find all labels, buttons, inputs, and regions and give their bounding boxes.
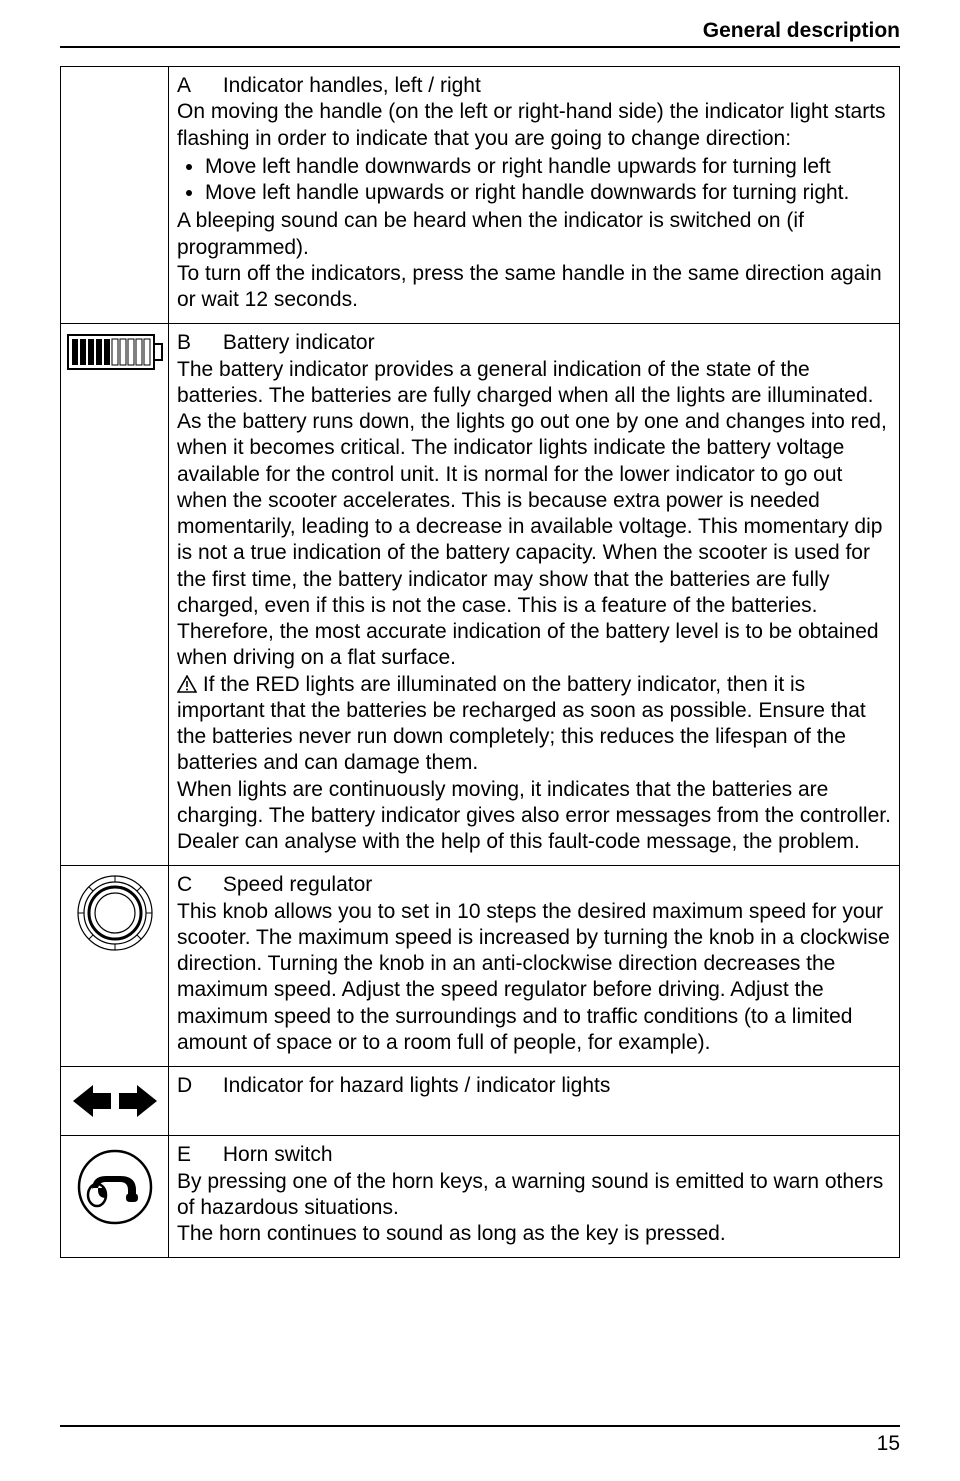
warning-triangle-icon [177, 675, 197, 693]
section-heading: D Indicator for hazard lights / indicato… [177, 1073, 891, 1099]
section-letter: C [177, 872, 217, 898]
section-title: Indicator for hazard lights / indicator … [223, 1074, 611, 1097]
content-cell-a: A Indicator handles, left / right On mov… [169, 67, 900, 324]
section-heading: B Battery indicator [177, 330, 891, 356]
section-heading: E Horn switch [177, 1142, 891, 1168]
footer-rule [60, 1425, 900, 1427]
section-b-p1: The battery indicator provides a general… [177, 357, 891, 672]
section-b-p2: When lights are continuously moving, it … [177, 777, 891, 856]
section-a-bullets: Move left handle downwards or right hand… [177, 154, 891, 207]
section-title: Indicator handles, left / right [223, 74, 481, 97]
page-number: 15 [877, 1431, 900, 1457]
spacer [177, 1099, 891, 1125]
section-letter: A [177, 73, 217, 99]
table-row: B Battery indicator The battery indicato… [61, 324, 900, 866]
section-letter: B [177, 330, 217, 356]
section-heading: A Indicator handles, left / right [177, 73, 891, 99]
icon-cell-e [61, 1136, 169, 1258]
hazard-arrows-icon [71, 1081, 159, 1121]
section-heading: C Speed regulator [177, 872, 891, 898]
table-row: A Indicator handles, left / right On mov… [61, 67, 900, 324]
icon-cell-c [61, 866, 169, 1067]
table-row: C Speed regulator This knob allows you t… [61, 866, 900, 1067]
table-row: D Indicator for hazard lights / indicato… [61, 1067, 900, 1136]
content-cell-e: E Horn switch By pressing one of the hor… [169, 1136, 900, 1258]
section-letter: D [177, 1073, 217, 1099]
section-title: Horn switch [223, 1143, 333, 1166]
horn-icon [76, 1148, 154, 1226]
section-e-p1: By pressing one of the horn keys, a warn… [177, 1169, 891, 1222]
section-b-warn: If the RED lights are illuminated on the… [177, 672, 891, 777]
list-item: Move left handle downwards or right hand… [205, 154, 891, 180]
page-header: General description [60, 18, 900, 48]
content-cell-b: B Battery indicator The battery indicato… [169, 324, 900, 866]
content-cell-c: C Speed regulator This knob allows you t… [169, 866, 900, 1067]
section-title: Battery indicator [223, 331, 375, 354]
section-e-p2: The horn continues to sound as long as t… [177, 1221, 891, 1247]
content-cell-d: D Indicator for hazard lights / indicato… [169, 1067, 900, 1136]
speed-knob-icon [76, 874, 154, 952]
icon-cell-a [61, 67, 169, 324]
section-b-warn-text: If the RED lights are illuminated on the… [177, 673, 866, 775]
list-item: Move left handle upwards or right handle… [205, 180, 891, 206]
section-a-after2: To turn off the indicators, press the sa… [177, 261, 891, 314]
section-title: Speed regulator [223, 873, 372, 896]
section-c-p1: This knob allows you to set in 10 steps … [177, 899, 891, 1057]
table-row: E Horn switch By pressing one of the hor… [61, 1136, 900, 1258]
section-letter: E [177, 1142, 217, 1168]
icon-cell-b [61, 324, 169, 866]
header-title: General description [703, 19, 900, 42]
battery-icon [67, 334, 163, 370]
description-table: A Indicator handles, left / right On mov… [60, 66, 900, 1258]
icon-cell-d [61, 1067, 169, 1136]
section-a-intro: On moving the handle (on the left or rig… [177, 99, 891, 152]
section-a-after1: A bleeping sound can be heard when the i… [177, 208, 891, 261]
